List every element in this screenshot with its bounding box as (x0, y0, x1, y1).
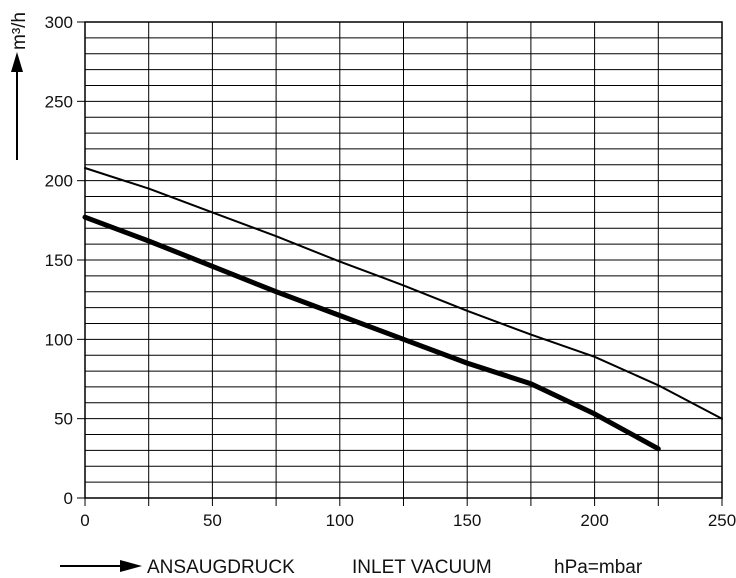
y-tick-label: 100 (45, 330, 73, 349)
series-line-thick (82, 214, 661, 452)
x-tick-label: 200 (580, 511, 608, 530)
y-axis-label-group: m³/h (9, 12, 30, 160)
x-tick-label: 250 (708, 511, 736, 530)
x-label-ansaugdruck: ANSAUGDRUCK (147, 557, 295, 578)
y-ticks: 0 50 100 150 200 250 300 (45, 13, 85, 508)
y-tick-label: 50 (54, 410, 73, 429)
x-ticks: 0 50 100 150 200 250 (80, 498, 736, 530)
series-group (82, 167, 723, 452)
y-tick-label: 200 (45, 172, 73, 191)
series-line-thin (84, 167, 723, 420)
y-tick-label: 0 (64, 489, 73, 508)
y-tick-label: 300 (45, 13, 73, 32)
x-tick-label: 0 (80, 511, 89, 530)
y-axis-arrow-head (11, 52, 23, 72)
x-label-inlet-vacuum: INLET VACUUM (352, 557, 492, 578)
y-tick-label: 250 (45, 92, 73, 111)
x-tick-label: 100 (326, 511, 354, 530)
x-axis-label-group: ANSAUGDRUCK INLET VACUUM hPa=mbar (60, 557, 643, 578)
grid (84, 21, 723, 499)
x-axis-arrow-head (120, 560, 142, 572)
x-tick-label: 150 (453, 511, 481, 530)
x-label-unit: hPa=mbar (554, 557, 643, 578)
y-axis-label: m³/h (9, 12, 30, 50)
y-tick-label: 150 (45, 251, 73, 270)
x-tick-label: 50 (203, 511, 222, 530)
